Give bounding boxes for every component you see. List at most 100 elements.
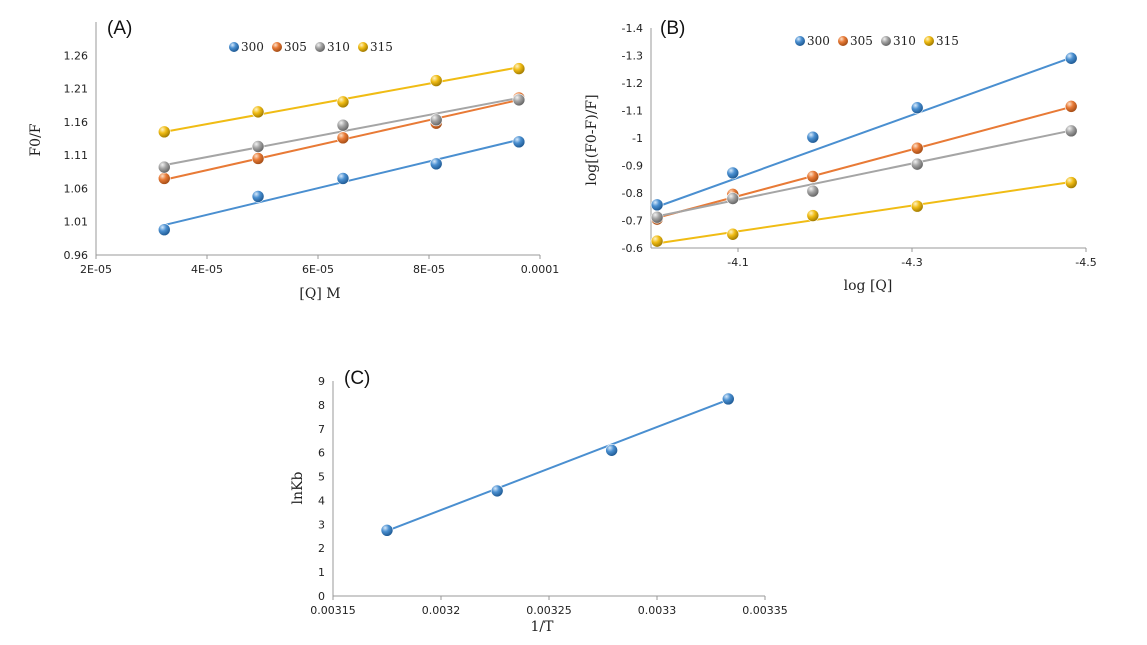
chart-b-legend-marker-315 <box>924 36 934 46</box>
chart-a-point-300 <box>251 190 265 203</box>
chart-a-y-tick-label: 1.21 <box>64 83 89 96</box>
chart-b-point-300 <box>910 101 924 115</box>
chart-a-point-310 <box>157 160 171 174</box>
chart-c-point-lnKb <box>721 392 735 406</box>
chart-a-y-tick-label: 0.96 <box>64 249 89 262</box>
chart-a: (A) 0.96 1.01 1.06 1.11 1.16 1.21 1.26 2E-05 4E-… <box>28 18 559 302</box>
chart-b-x-label: log [Q] <box>844 278 893 294</box>
chart-a-x-tick-label: 8E-05 <box>413 263 445 276</box>
chart-b-x-tick-label: -4.1 <box>727 256 748 269</box>
chart-c-y-tick-label: 5 <box>318 471 325 484</box>
chart-b-point-315 <box>726 227 740 241</box>
chart-a-legend-marker-300 <box>229 42 239 52</box>
panel-label-b: (B) <box>660 18 685 39</box>
chart-c-y-tick-label: 7 <box>318 423 325 436</box>
chart-b-y-tick-label: -1 <box>632 132 643 145</box>
chart-a-legend-label-305: 305 <box>284 40 307 54</box>
panel-label-c: (C) <box>344 368 370 389</box>
chart-c-y-tick-label: 1 <box>318 566 325 579</box>
chart-b-x-tick-label: -4.5 <box>1075 256 1096 269</box>
chart-c-y-tick-label: 3 <box>318 518 325 531</box>
chart-a-legend-label-310: 310 <box>327 40 350 54</box>
chart-c-x-tick-label: 0.00315 <box>310 604 356 617</box>
chart-b-point-315 <box>1064 176 1078 189</box>
chart-b-point-300 <box>1064 51 1078 65</box>
chart-a-x-tick-label: 0.0001 <box>521 263 560 276</box>
chart-c-point-lnKb <box>605 443 618 457</box>
chart-b-trendline-305 <box>656 105 1072 219</box>
chart-c-point-lnKb <box>380 524 394 537</box>
chart-a-y-tick-label: 1.26 <box>64 49 89 62</box>
chart-b-y-tick-label: -0.8 <box>622 187 643 200</box>
chart-a-point-305 <box>157 172 171 185</box>
chart-a-point-315 <box>512 62 526 75</box>
chart-a-point-315 <box>336 95 350 109</box>
chart-a-point-305 <box>336 131 350 145</box>
chart-b-point-305 <box>910 141 924 155</box>
chart-a-x-tick-label: 4E-05 <box>191 263 223 276</box>
chart-a-point-300 <box>429 157 443 171</box>
chart-b-trendline-310 <box>656 129 1072 218</box>
chart-b-point-315 <box>806 209 820 222</box>
chart-c-y-tick-label: 4 <box>318 494 325 507</box>
chart-b-point-300 <box>806 130 820 144</box>
chart-a-point-300 <box>336 172 350 185</box>
chart-a-point-310 <box>512 93 526 107</box>
chart-b-point-310 <box>726 192 740 205</box>
chart-c-y-tick-label: 0 <box>318 590 325 603</box>
chart-c-y-tick-label: 2 <box>318 542 325 555</box>
chart-c: (C) 0 1 2 3 4 5 6 7 8 9 0.00315 0.0032 0.00325 0.0033… <box>290 368 788 635</box>
chart-a-point-300 <box>157 223 171 237</box>
panel-label-a: (A) <box>107 18 132 39</box>
chart-c-x-tick-label: 0.00325 <box>526 604 572 617</box>
chart-b-y-tick-label: -1.3 <box>622 50 643 63</box>
chart-b-y-tick-label: -0.9 <box>622 160 643 173</box>
chart-b: (B) -0.6 -0.7 -0.8 -0.9 -1 -1.1 -1.2 -1.3 -1.4 -4… <box>584 18 1097 294</box>
chart-b-point-305 <box>1064 100 1078 113</box>
chart-b-x-tick-label: -4.3 <box>901 256 922 269</box>
chart-c-x-tick-label: 0.0033 <box>638 604 677 617</box>
chart-a-legend: 300 305 310 315 <box>229 40 393 54</box>
chart-b-legend-label-300: 300 <box>807 34 830 48</box>
chart-b-trendline-315 <box>656 181 1072 245</box>
chart-b-legend: 300 305 310 315 <box>795 34 959 48</box>
chart-b-legend-label-315: 315 <box>936 34 959 48</box>
chart-a-legend-marker-310 <box>315 42 325 52</box>
chart-a-y-label: F0/F <box>28 123 44 156</box>
chart-b-point-305 <box>806 170 820 183</box>
chart-b-y-tick-label: -0.6 <box>622 242 643 255</box>
chart-b-legend-label-310: 310 <box>893 34 916 48</box>
chart-b-legend-label-305: 305 <box>850 34 873 48</box>
chart-a-trendline-310 <box>164 96 520 167</box>
chart-a-x-tick-label: 2E-05 <box>80 263 112 276</box>
chart-a-point-315 <box>429 74 443 87</box>
chart-a-point-310 <box>336 118 350 132</box>
chart-b-point-315 <box>910 199 924 213</box>
chart-b-point-310 <box>910 157 924 171</box>
chart-a-y-tick-label: 1.01 <box>64 216 89 229</box>
chart-a-point-310 <box>429 113 443 127</box>
chart-b-y-tick-label: -0.7 <box>622 215 643 228</box>
chart-c-x-tick-label: 0.00335 <box>742 604 788 617</box>
chart-a-legend-marker-315 <box>358 42 368 52</box>
chart-c-point-lnKb <box>490 484 504 498</box>
chart-c-y-tick-label: 6 <box>318 447 325 460</box>
chart-b-y-tick-label: -1.4 <box>622 22 643 35</box>
chart-c-x-label: 1/T <box>531 619 555 635</box>
chart-b-legend-marker-300 <box>795 36 805 46</box>
chart-b-y-tick-label: -1.1 <box>622 105 643 118</box>
chart-b-point-300 <box>726 166 740 180</box>
chart-b-point-300 <box>650 198 664 212</box>
chart-a-y-tick-label: 1.06 <box>64 182 89 195</box>
chart-a-legend-label-300: 300 <box>241 40 264 54</box>
chart-a-x-label: [Q] M <box>299 286 340 302</box>
chart-b-trendline-300 <box>656 56 1072 208</box>
chart-a-point-305 <box>251 152 265 165</box>
chart-c-trendline-lnKb <box>386 398 729 532</box>
chart-c-y-tick-label: 9 <box>318 375 325 388</box>
chart-a-legend-marker-305 <box>272 42 282 52</box>
chart-c-y-tick-label: 8 <box>318 399 325 412</box>
chart-b-point-310 <box>806 184 820 198</box>
chart-a-legend-label-315: 315 <box>370 40 393 54</box>
